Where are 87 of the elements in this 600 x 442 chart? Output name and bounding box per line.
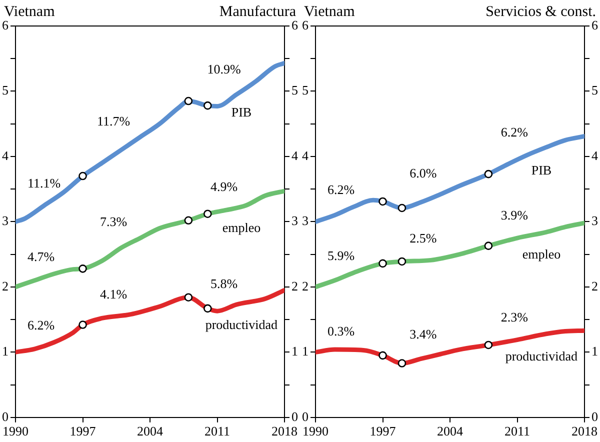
y2-tick-label: 4: [292, 148, 298, 163]
point: [184, 96, 193, 106]
y2-tick-label: 3: [292, 213, 298, 228]
y-tick-label: 1: [302, 344, 308, 359]
series-label: productividad: [205, 316, 278, 332]
y2-tick-label: 3: [592, 213, 598, 228]
y2-tick-label: 5: [592, 82, 598, 98]
annotation: 10.9%: [207, 61, 242, 76]
x-tick-label: 1990: [302, 424, 328, 439]
annotation: 0.3%: [327, 323, 355, 338]
chart-title: Vietnam: [304, 4, 356, 20]
annotation: 7.3%: [100, 214, 128, 229]
y-tick-label: 2: [2, 278, 8, 294]
y-tick-label: 0: [2, 408, 8, 424]
point: [484, 340, 493, 350]
annotation: 11.7%: [97, 114, 130, 129]
point: [184, 293, 193, 302]
chart-subtitle: Servicios & const.: [486, 4, 596, 20]
annotation: 3.9%: [500, 208, 528, 223]
series-label: empleo: [522, 246, 561, 262]
point: [78, 172, 87, 180]
x-tick-label: 2004: [437, 424, 464, 439]
y-tick-label: 6: [2, 17, 9, 32]
y2-tick-label: 2: [592, 278, 598, 294]
point: [78, 320, 87, 329]
y2-tick-label: 4: [592, 148, 598, 163]
point: [484, 170, 493, 178]
y-tick-label: 6: [302, 17, 309, 32]
y2-tick-label: 1: [592, 344, 598, 359]
x-tick-label: 1997: [370, 424, 396, 439]
annotation: 2.5%: [410, 230, 437, 246]
point: [203, 210, 212, 218]
annotation: 5.8%: [210, 276, 238, 292]
annotation: 6.0%: [410, 166, 437, 181]
annotation: 2.3%: [500, 309, 528, 324]
y2-tick-label: 6: [292, 17, 298, 32]
annotation: 5.9%: [327, 248, 355, 263]
y-tick-label: 5: [302, 82, 308, 98]
line-series: [16, 288, 284, 354]
series-label: empleo: [222, 220, 261, 235]
y2-tick-label: 1: [292, 344, 298, 359]
y2-tick-label: 5: [292, 82, 298, 98]
x-tick-label: 2018: [572, 424, 598, 439]
point: [203, 304, 212, 313]
y-tick-label: 3: [302, 213, 308, 228]
x-tick-label: 2011: [504, 424, 530, 439]
point: [398, 359, 406, 368]
point: [378, 259, 387, 268]
annotation: 4.1%: [100, 286, 128, 302]
y-tick-label: 4: [302, 148, 309, 163]
point: [398, 204, 406, 212]
line-series: [316, 220, 584, 290]
y-tick-label: 5: [2, 82, 8, 98]
x-tick-label: 1990: [2, 424, 28, 439]
y2-tick-label: 2: [292, 278, 298, 294]
y2-tick-label: 0: [292, 408, 298, 424]
x-tick-label: 2004: [137, 424, 164, 439]
point: [398, 257, 406, 266]
point: [184, 216, 193, 225]
point: [378, 351, 387, 360]
series-label: productividad: [505, 348, 578, 364]
line-series: [316, 328, 584, 366]
point: [78, 264, 87, 273]
y-tick-label: 3: [2, 213, 8, 228]
x-tick-label: 2011: [204, 424, 230, 439]
chart-title: Vietnam: [4, 4, 56, 20]
y-tick-label: 4: [2, 148, 9, 163]
y2-tick-label: 0: [592, 408, 598, 424]
series-label: PIB: [231, 104, 252, 120]
annotation: 11.1%: [27, 176, 61, 191]
y-tick-label: 1: [2, 344, 8, 359]
chart-subtitle: Manufactura: [219, 4, 296, 20]
x-tick-label: 1997: [70, 424, 96, 439]
point: [484, 242, 493, 250]
annotation: 4.9%: [210, 178, 238, 194]
y-tick-label: 0: [302, 408, 308, 424]
annotation: 3.4%: [410, 326, 437, 342]
point: [378, 197, 387, 206]
y2-tick-label: 6: [592, 17, 598, 32]
series-label: PIB: [531, 162, 552, 178]
x-tick-label: 2018: [272, 424, 298, 439]
annotation: 4.7%: [27, 248, 55, 264]
annotation: 6.2%: [500, 124, 528, 140]
point: [203, 101, 212, 110]
annotation: 6.2%: [27, 317, 55, 332]
y-tick-label: 2: [302, 278, 308, 294]
annotation: 6.2%: [327, 182, 355, 198]
